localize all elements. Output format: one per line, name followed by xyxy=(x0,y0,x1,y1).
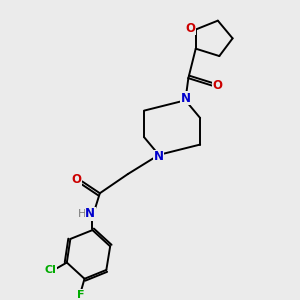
Text: H: H xyxy=(78,209,86,219)
Text: F: F xyxy=(77,290,85,300)
Text: O: O xyxy=(185,22,195,34)
Text: N: N xyxy=(154,150,164,164)
Text: Cl: Cl xyxy=(45,265,56,275)
Text: O: O xyxy=(213,79,223,92)
Text: N: N xyxy=(85,207,95,220)
Text: O: O xyxy=(71,173,81,186)
Text: N: N xyxy=(180,92,190,105)
